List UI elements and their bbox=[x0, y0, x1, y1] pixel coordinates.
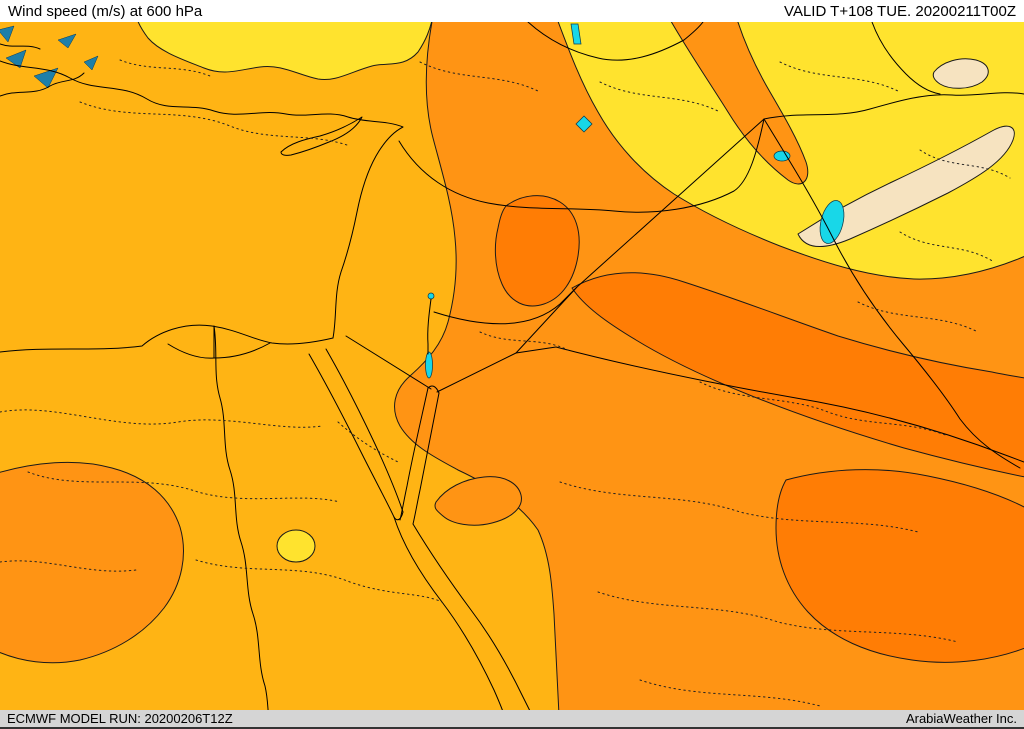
admin-boundary-dotted bbox=[119, 59, 211, 77]
gulf-of-suez-west bbox=[308, 353, 395, 518]
map-layers bbox=[0, 22, 1024, 710]
lake-north-turkey bbox=[570, 23, 582, 45]
yellow-spot-suez bbox=[276, 529, 316, 563]
fill-level-dark-orange bbox=[494, 195, 1024, 663]
country-borders bbox=[345, 22, 1024, 469]
admin-boundary-dotted bbox=[599, 81, 721, 113]
admin-boundary-dotted bbox=[779, 61, 901, 93]
sea-fragments bbox=[0, 25, 99, 89]
admin-boundary-dotted bbox=[479, 331, 569, 351]
sea-fragment bbox=[5, 49, 27, 69]
gulf-of-aqaba-east bbox=[412, 392, 440, 525]
red-sea-african-coast bbox=[393, 516, 503, 710]
red-sea-arabian-coast bbox=[412, 523, 531, 710]
admin-boundary-dotted bbox=[79, 101, 351, 147]
dark-orange-blob-southeast bbox=[775, 469, 1024, 663]
border-iraq-saudi bbox=[555, 346, 1024, 463]
fill-level-cream bbox=[797, 58, 1015, 248]
coastline-cyprus bbox=[280, 116, 363, 156]
admin-boundary-dotted bbox=[0, 409, 323, 428]
branding-label: ArabiaWeather Inc. bbox=[905, 711, 1017, 726]
admin-boundary-dotted bbox=[639, 679, 821, 707]
sea-of-galilee bbox=[427, 292, 435, 300]
dark-orange-blob-syria bbox=[494, 195, 580, 307]
coastlines-rivers bbox=[0, 22, 704, 710]
cream-patch-northwest-iran bbox=[797, 125, 1015, 248]
fill-orange-wedge bbox=[670, 22, 809, 185]
orange-wedge-top-center bbox=[670, 22, 809, 185]
coastline-black-sea bbox=[527, 22, 704, 61]
dark-orange-band-central bbox=[571, 272, 1024, 478]
admin-boundary-dotted bbox=[0, 560, 137, 572]
coastline-marmara-a bbox=[0, 72, 85, 97]
gulf-of-aqaba-west bbox=[399, 387, 429, 521]
nile-river bbox=[213, 325, 269, 710]
border-jordan-iraq bbox=[515, 286, 578, 354]
admin-boundaries bbox=[0, 59, 1011, 707]
border-turkey-northeast bbox=[871, 22, 941, 95]
sea-fragment bbox=[83, 55, 99, 71]
orange-lens-tabuk bbox=[434, 476, 522, 526]
admin-boundary-dotted bbox=[337, 421, 399, 463]
coastline-marmara-b bbox=[0, 43, 41, 50]
border-syria-iraq bbox=[576, 118, 765, 288]
nile-delta-west bbox=[167, 343, 215, 359]
border-iraq-iran bbox=[763, 118, 1021, 469]
sea-fragment bbox=[0, 25, 15, 43]
cream-patch-small-north bbox=[932, 58, 989, 89]
admin-boundary-dotted bbox=[419, 61, 541, 93]
admin-boundary-dotted bbox=[195, 559, 443, 603]
admin-boundary-dotted bbox=[919, 149, 1011, 179]
map-footer: ECMWF MODEL RUN: 20200206T12Z ArabiaWeat… bbox=[0, 710, 1024, 729]
lake-van bbox=[773, 150, 791, 162]
admin-boundary-dotted bbox=[597, 591, 959, 643]
dead-sea bbox=[425, 351, 433, 379]
border-jordan-syria bbox=[433, 286, 578, 325]
coastline-levant-turkey bbox=[0, 60, 404, 339]
jordan-river bbox=[427, 298, 432, 355]
map-title: Wind speed (m/s) at 600 hPa bbox=[8, 2, 203, 20]
gulf-of-suez-east bbox=[325, 348, 404, 513]
border-turkey-syria bbox=[398, 118, 765, 213]
model-run-label: ECMWF MODEL RUN: 20200206T12Z bbox=[7, 711, 233, 726]
nile-delta-east bbox=[213, 342, 271, 359]
orange-blob-southwest-egypt bbox=[0, 461, 184, 664]
valid-time-label: VALID T+108 TUE. 20200211T00Z bbox=[784, 2, 1016, 20]
lake-tuz bbox=[575, 115, 593, 133]
yellow-band-top-left bbox=[137, 22, 433, 81]
admin-boundary-dotted bbox=[899, 231, 995, 263]
admin-boundary-dotted bbox=[699, 381, 949, 437]
admin-boundary-dotted bbox=[559, 481, 919, 533]
map-header: Wind speed (m/s) at 600 hPa VALID T+108 … bbox=[0, 0, 1024, 22]
border-turkey-iran bbox=[763, 92, 1024, 120]
lake-urmia bbox=[819, 200, 845, 244]
lakes bbox=[425, 23, 845, 379]
border-egypt-israel bbox=[345, 335, 432, 390]
coastline-north-africa bbox=[0, 324, 334, 353]
admin-boundary-dotted bbox=[857, 301, 979, 333]
sea-fragment bbox=[33, 67, 59, 89]
admin-boundary-dotted bbox=[27, 471, 341, 503]
sea-fragment bbox=[57, 33, 77, 49]
